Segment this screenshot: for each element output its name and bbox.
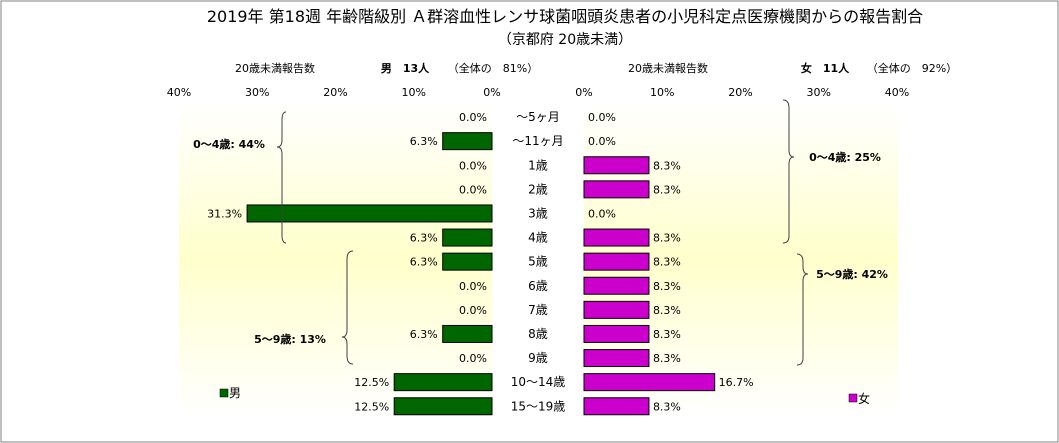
male-bar — [246, 204, 493, 223]
male-data-label: 6.3% — [410, 135, 438, 148]
female-data-label: 8.3% — [653, 183, 681, 196]
female-data-label: 16.7% — [719, 376, 754, 389]
male-data-label: 0.0% — [459, 304, 487, 317]
female-tick-label: 40% — [885, 86, 909, 99]
male-group-0-4-brace — [276, 111, 287, 244]
male-bar — [442, 132, 493, 151]
category-label: ～11ヶ月 — [512, 134, 563, 148]
category-label: 3歳 — [528, 206, 548, 220]
category-label: 9歳 — [528, 351, 548, 365]
male-header-share: （全体の 81%） — [448, 61, 538, 75]
chart-subtitle: （京都府 20歳未満） — [498, 32, 632, 48]
female-bar — [583, 228, 650, 247]
female-header-share: （全体の 92%） — [867, 61, 957, 75]
male-data-label: 6.3% — [410, 328, 438, 341]
male-tick-label: 20% — [323, 86, 347, 99]
legend-female-swatch — [848, 393, 858, 403]
female-tick-label: 10% — [650, 86, 674, 99]
male-data-label: 6.3% — [410, 232, 438, 245]
male-data-label: 0.0% — [459, 183, 487, 196]
female-group-0-4-label: 0～4歳: 25% — [809, 150, 881, 164]
male-header-count: 男 13人 — [381, 61, 430, 75]
male-data-label: 0.0% — [459, 280, 487, 293]
category-label: 5歳 — [528, 255, 548, 269]
category-label: 15～19歳 — [511, 399, 566, 413]
female-bar — [583, 156, 650, 175]
female-header-count: 女 11人 — [801, 61, 850, 75]
male-tick-label: 10% — [402, 86, 426, 99]
male-tick-label: 0% — [483, 86, 500, 99]
female-group-5-9-brace — [796, 253, 809, 366]
female-data-label: 8.3% — [653, 159, 681, 172]
female-group-5-9-label: 5～9歳: 42% — [816, 267, 888, 281]
female-bar — [583, 349, 650, 368]
category-label: 1歳 — [528, 158, 548, 172]
female-bar — [583, 324, 650, 343]
male-data-label: 12.5% — [354, 376, 389, 389]
category-label: ～5ヶ月 — [516, 110, 560, 124]
male-group-5-9-brace — [341, 250, 354, 365]
male-tick-label: 40% — [167, 86, 191, 99]
male-group-5-9-label: 5～9歳: 13% — [254, 332, 326, 346]
female-bar — [583, 180, 650, 199]
legend-female-label: 女 — [858, 391, 870, 406]
female-data-label: 0.0% — [588, 135, 616, 148]
female-tick-label: 20% — [728, 86, 752, 99]
female-bar — [583, 397, 650, 416]
category-label: 2歳 — [528, 182, 548, 196]
female-data-label: 8.3% — [653, 400, 681, 413]
female-data-label: 0.0% — [588, 207, 616, 220]
category-labels: ～5ヶ月 ～11ヶ月 1歳 2歳 3歳 4歳 5歳 6歳 7歳 8歳 9歳 10～14歳 15～19歳 — [511, 110, 566, 413]
female-group-0-4-brace — [782, 99, 795, 244]
male-group-0-4-label: 0～4歳: 44% — [193, 137, 265, 151]
female-data-label: 8.3% — [653, 280, 681, 293]
female-bar — [583, 373, 716, 392]
female-bar — [583, 300, 650, 319]
female-tick-label: 0% — [575, 86, 592, 99]
category-label: 8歳 — [528, 327, 548, 341]
plot-area-male — [179, 103, 492, 415]
category-label: 6歳 — [528, 279, 548, 293]
female-data-label: 0.0% — [588, 111, 616, 124]
male-data-label: 0.0% — [459, 111, 487, 124]
category-label: 10～14歳 — [511, 375, 566, 389]
male-bar — [442, 228, 493, 247]
chart-title: 2019年 第18週 年齢階級別 Ａ群溶血性レンサ球菌咽頭炎患者の小児科定点医療… — [207, 7, 923, 26]
female-axis-ticks: 0% 10% 20% 30% 40% — [575, 86, 909, 99]
female-bar — [583, 276, 650, 295]
legend-male-swatch — [219, 388, 229, 398]
male-bar — [442, 252, 493, 271]
male-data-label: 0.0% — [459, 352, 487, 365]
male-data-label: 12.5% — [354, 400, 389, 413]
male-data-label: 0.0% — [459, 159, 487, 172]
female-data-label: 8.3% — [653, 328, 681, 341]
male-bars: 0.0% 6.3% 0.0% 0.0% 31.3% 6.3% 6.3% 0.0% 0.0% 6.3… — [207, 111, 493, 416]
male-bar — [442, 324, 493, 343]
female-bar — [583, 252, 650, 271]
male-axis-ticks: 40% 30% 20% 10% 0% — [167, 86, 501, 99]
female-data-label: 8.3% — [653, 304, 681, 317]
female-bars: 0.0% 0.0% 8.3% 8.3% 0.0% 8.3% 8.3% 8.3% 8.3% 8.3%… — [583, 111, 754, 416]
male-data-label: 31.3% — [207, 207, 242, 220]
category-label: 7歳 — [528, 303, 548, 317]
male-bar — [393, 397, 493, 416]
male-tick-label: 30% — [245, 86, 269, 99]
legend-male-label: 男 — [229, 386, 241, 400]
female-data-label: 8.3% — [653, 256, 681, 269]
female-header-caption: 20歳未満報告数 — [628, 62, 708, 75]
male-header-caption: 20歳未満報告数 — [235, 62, 315, 75]
female-data-label: 8.3% — [653, 352, 681, 365]
female-data-label: 8.3% — [653, 232, 681, 245]
female-tick-label: 30% — [807, 86, 831, 99]
category-label: 4歳 — [528, 231, 548, 245]
male-bar — [393, 373, 493, 392]
male-data-label: 6.3% — [410, 256, 438, 269]
